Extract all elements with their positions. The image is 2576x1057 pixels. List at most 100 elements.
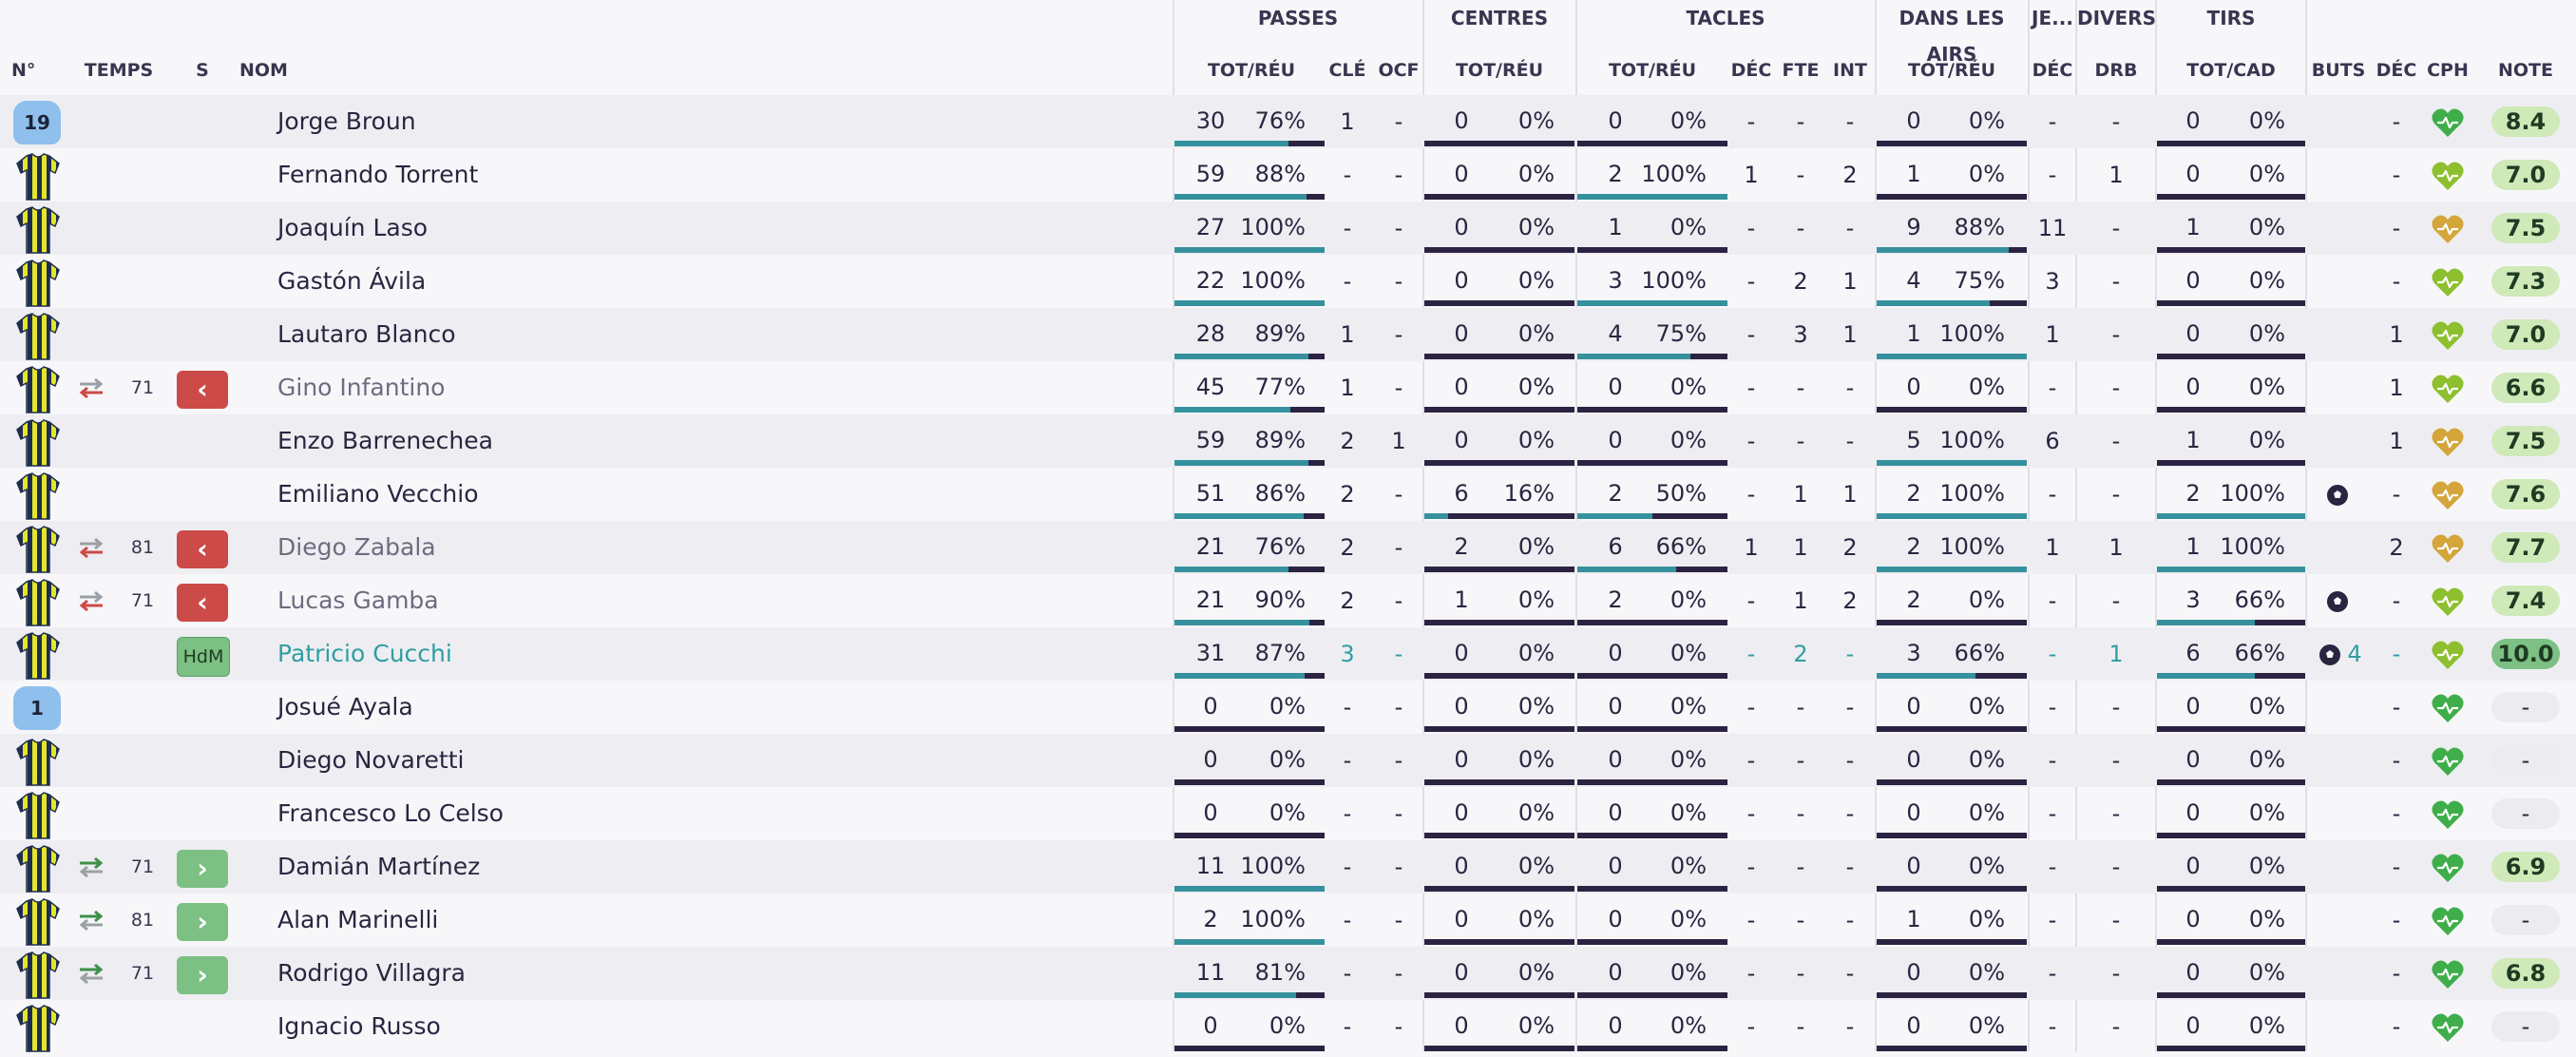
table-row[interactable]: 71 › Damián Martínez 11 100% 0 0% 0 0% 0 0% 0 0% - - - -… — [0, 840, 2576, 894]
player-name[interactable]: Gastón Ávila — [277, 267, 427, 295]
col-header-dec[interactable]: DÉC — [2376, 60, 2417, 81]
player-name[interactable]: Jorge Broun — [277, 107, 416, 135]
col-header-drb[interactable]: DRB — [2094, 60, 2138, 81]
col-header-buts[interactable]: BUTS — [2311, 60, 2366, 81]
stat-dec: - — [2392, 854, 2401, 880]
player-name[interactable]: Josué Ayala — [277, 693, 413, 721]
player-name[interactable]: Patricio Cucchi — [277, 640, 452, 667]
stat-pass-percent: 0% — [1269, 693, 1306, 720]
table-row[interactable]: Joaquín Laso 27 100% 0 0% 1 0% 9 88% 1 0% - - - - - 11 - -… — [0, 202, 2576, 255]
player-name[interactable]: Diego Zabala — [277, 533, 436, 561]
col-header-tirs-tot[interactable]: TOT/CAD — [2186, 60, 2276, 81]
table-row[interactable]: Diego Novaretti 0 0% 0 0% 0 0% 0 0% 0 0% - - - - - - - - - — [0, 734, 2576, 787]
stat-tirs-bar — [2157, 886, 2305, 892]
stat-pass-bar — [1174, 513, 1325, 519]
col-header-temps[interactable]: TEMPS — [84, 60, 154, 81]
table-row[interactable]: Fernando Torrent 59 88% 0 0% 2 100% 1 0% 0 0% - - 1 - 2… — [0, 148, 2576, 202]
stat-tac-bar — [1577, 407, 1727, 413]
player-name[interactable]: Damián Martínez — [277, 853, 481, 880]
stat-tirs-total: 0 — [2185, 746, 2201, 773]
col-header-nom[interactable]: NOM — [239, 60, 288, 81]
stat-tirs-percent: 0% — [2248, 906, 2285, 932]
stat-tirs-percent: 0% — [2248, 693, 2285, 720]
subbed-off-button[interactable]: ‹ — [177, 584, 228, 622]
stat-cent-bar — [1424, 620, 1574, 625]
col-header-cent-tot[interactable]: TOT/RÉU — [1455, 60, 1544, 81]
stat-air-bar-fill — [1877, 354, 2027, 359]
stat-fte: - — [1796, 428, 1805, 454]
table-row[interactable]: 81 ‹ Diego Zabala 21 76% 2 0% 6 66% 2 100% 1 100% 2-1… — [0, 521, 2576, 574]
col-header-air-tot[interactable]: TOT/RÉU — [1907, 60, 1996, 81]
subbed-off-button[interactable]: ‹ — [177, 371, 228, 409]
subbed-on-button[interactable]: › — [177, 850, 228, 888]
col-header-cph[interactable]: CPH — [2427, 60, 2469, 81]
stat-pass-total: 59 — [1195, 427, 1226, 453]
player-name[interactable]: Emiliano Vecchio — [277, 480, 479, 508]
stat-drb: - — [2111, 321, 2121, 348]
player-name[interactable]: Rodrigo Villagra — [277, 959, 466, 987]
player-name[interactable]: Fernando Torrent — [277, 161, 479, 188]
stat-dec: 2 — [2389, 534, 2404, 561]
substitution-arrows-icon — [76, 856, 106, 878]
player-name[interactable]: Lautaro Blanco — [277, 320, 456, 348]
stat-fte: - — [1796, 747, 1805, 774]
substitution-arrows-icon — [76, 377, 106, 399]
col-header-fte[interactable]: FTE — [1782, 60, 1820, 81]
subbed-on-button[interactable]: › — [177, 903, 228, 941]
table-row[interactable]: Emiliano Vecchio 51 86% 6 16% 2 50% 2 100% 2 100% 2… — [0, 468, 2576, 521]
player-name[interactable]: Lucas Gamba — [277, 586, 439, 614]
stat-tirs-total: 6 — [2185, 640, 2201, 666]
man-of-the-match-badge[interactable]: HdM — [177, 637, 230, 677]
table-row[interactable]: 71 › Rodrigo Villagra 11 81% 0 0% 0 0% 0 0% 0 0% - - - -… — [0, 947, 2576, 1000]
player-name[interactable]: Alan Marinelli — [277, 906, 439, 933]
stat-ocf: - — [1394, 907, 1403, 933]
match-rating: 10.0 — [2491, 639, 2560, 669]
stat-cent-total: 0 — [1454, 1012, 1469, 1039]
striped-shirt-icon — [13, 951, 63, 1000]
stat-pass-bar — [1174, 460, 1325, 466]
player-name[interactable]: Ignacio Russo — [277, 1012, 441, 1040]
table-row[interactable]: 71 ‹ Lucas Gamba 21 90% 1 0% 2 0% 2 0% 3 66% 2 - - 1 2 - - -… — [0, 574, 2576, 627]
stat-tdec: 1 — [1744, 162, 1759, 188]
table-row[interactable]: 19 Jorge Broun 30 76% 0 0% 0 0% 0 0% 0 0% 1 - - - - - - - 8.… — [0, 95, 2576, 148]
stat-tac-percent: 100% — [1641, 267, 1707, 294]
player-name[interactable]: Joaquín Laso — [277, 214, 429, 241]
stat-tirs-total: 0 — [2185, 853, 2201, 879]
col-header-cle[interactable]: CLÉ — [1328, 60, 1366, 81]
stat-jedec: - — [2048, 800, 2057, 827]
subbed-off-button[interactable]: ‹ — [177, 530, 228, 568]
stat-air-percent: 0% — [1968, 107, 2005, 134]
table-row[interactable]: Lautaro Blanco 28 89% 0 0% 4 75% 1 100% 0 0% 1 - - 3 1 1… — [0, 308, 2576, 361]
player-name[interactable]: Enzo Barrenechea — [277, 427, 493, 454]
col-header-no[interactable]: N° — [11, 60, 36, 81]
table-row[interactable]: 81 › Alan Marinelli 2 100% 0 0% 0 0% 1 0% 0 0% - - - - - -… — [0, 894, 2576, 947]
stat-dec: - — [2392, 587, 2401, 614]
subbed-on-button[interactable]: › — [177, 956, 228, 994]
player-name[interactable]: Diego Novaretti — [277, 746, 465, 774]
player-name[interactable]: Gino Infantino — [277, 374, 446, 401]
stat-tac-total: 2 — [1608, 480, 1623, 507]
col-header-int[interactable]: INT — [1833, 60, 1867, 81]
table-row[interactable]: 71 ‹ Gino Infantino 45 77% 0 0% 0 0% 0 0% 0 0% 1 - - - - -… — [0, 361, 2576, 414]
stat-jedec: - — [2048, 375, 2057, 401]
col-header-note[interactable]: NOTE — [2498, 60, 2553, 81]
table-row[interactable]: HdM Patricio Cucchi 31 87% 0 0% 0 0% 3 66% 6 66% 3 - -… — [0, 627, 2576, 681]
table-row[interactable]: Francesco Lo Celso 0 0% 0 0% 0 0% 0 0% 0 0% - - - - - - -… — [0, 787, 2576, 840]
col-header-s[interactable]: S — [196, 60, 209, 81]
col-header-tac-tot[interactable]: TOT/RÉU — [1608, 60, 1697, 81]
group-header-tirs: TIRS — [2206, 7, 2256, 29]
stat-cent-total: 2 — [1454, 533, 1469, 560]
col-header-tac-dec[interactable]: DÉC — [1730, 60, 1772, 81]
col-header-ocf[interactable]: OCF — [1378, 60, 1420, 81]
match-rating: - — [2491, 745, 2560, 776]
table-row[interactable]: Enzo Barrenechea 59 89% 0 0% 0 0% 5 100% 1 0% 2 1 - - -… — [0, 414, 2576, 468]
stat-drb: - — [2111, 1013, 2121, 1040]
table-row[interactable]: Ignacio Russo 0 0% 0 0% 0 0% 0 0% 0 0% - - - - - - - - - — [0, 1000, 2576, 1053]
col-header-pass-tot[interactable]: TOT/RÉU — [1207, 60, 1296, 81]
table-row[interactable]: Gastón Ávila 22 100% 0 0% 3 100% 4 75% 0 0% - - - 2 1 3 -… — [0, 255, 2576, 308]
stat-cent-total: 0 — [1454, 214, 1469, 240]
table-row[interactable]: 1 Josué Ayala 0 0% 0 0% 0 0% 0 0% 0 0% - - - - - - - - - — [0, 681, 2576, 734]
player-name[interactable]: Francesco Lo Celso — [277, 799, 504, 827]
stat-cle: 2 — [1340, 428, 1355, 454]
col-header-je-dec[interactable]: DÉC — [2032, 60, 2073, 81]
